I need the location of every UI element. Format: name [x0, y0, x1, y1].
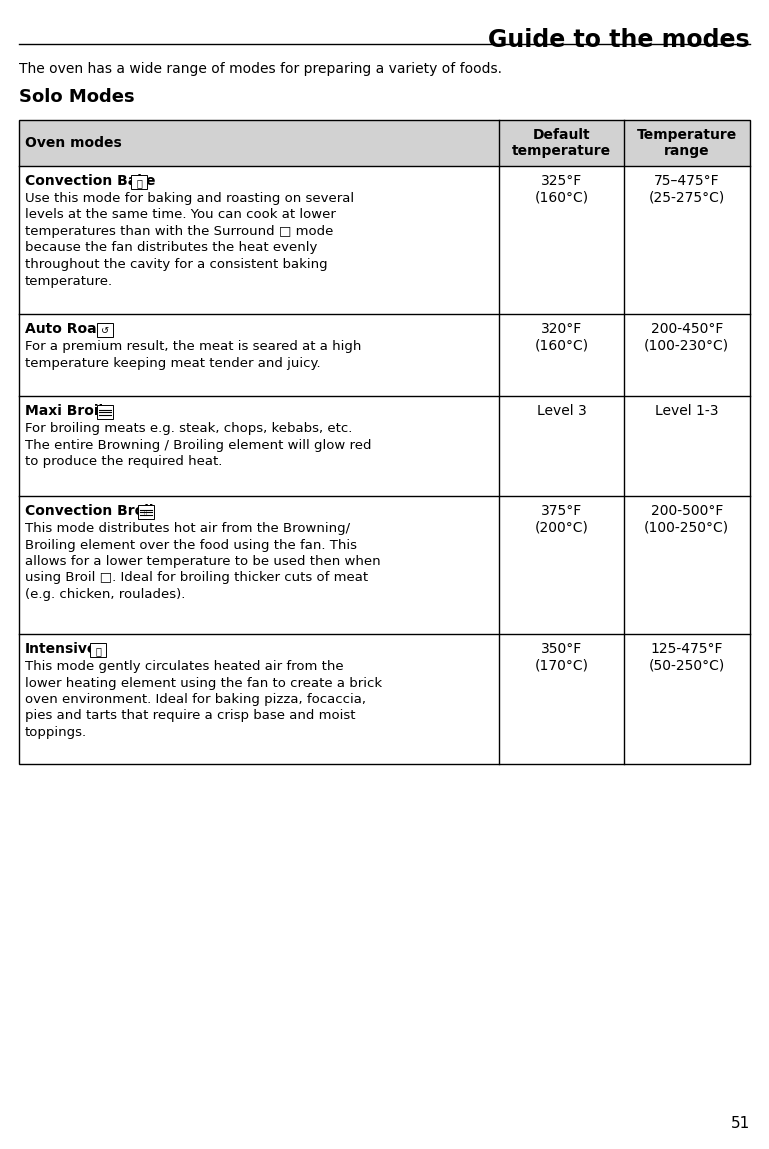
Bar: [19, 396, 750, 496]
Bar: [19, 634, 750, 764]
Text: 320°F
(160°C): 320°F (160°C): [534, 322, 588, 353]
Text: ↺: ↺: [101, 326, 109, 336]
Text: For broiling meats e.g. steak, chops, kebabs, etc.
The entire Browning / Broilin: For broiling meats e.g. steak, chops, ke…: [25, 422, 371, 468]
Bar: [131, 175, 147, 188]
Text: The oven has a wide range of modes for preparing a variety of foods.: The oven has a wide range of modes for p…: [19, 62, 502, 76]
Text: This mode gently circulates heated air from the
lower heating element using the : This mode gently circulates heated air f…: [25, 660, 382, 739]
Text: Convection Broil: Convection Broil: [25, 504, 154, 518]
Text: 375°F
(200°C): 375°F (200°C): [534, 504, 588, 534]
Text: 200-450°F
(100-230°C): 200-450°F (100-230°C): [644, 322, 729, 353]
Text: Use this mode for baking and roasting on several
levels at the same time. You ca: Use this mode for baking and roasting on…: [25, 192, 355, 287]
Bar: [90, 643, 106, 657]
Text: Auto Roast: Auto Roast: [25, 322, 112, 336]
Text: Solo Modes: Solo Modes: [19, 88, 135, 106]
Text: 51: 51: [731, 1116, 750, 1131]
Text: This mode distributes hot air from the Browning/
Broiling element over the food : This mode distributes hot air from the B…: [25, 522, 381, 601]
Text: ⛹: ⛹: [136, 178, 142, 188]
Text: ⛹: ⛹: [144, 510, 148, 516]
Text: Level 3: Level 3: [537, 404, 586, 418]
Text: Maxi Broil: Maxi Broil: [25, 404, 103, 418]
Text: ⛹: ⛹: [95, 646, 102, 656]
Bar: [19, 119, 750, 165]
Text: 75–475°F
(25-275°C): 75–475°F (25-275°C): [648, 173, 725, 205]
Text: Convection Bake: Convection Bake: [25, 173, 155, 188]
Text: Default
temperature: Default temperature: [512, 128, 611, 159]
Bar: [138, 506, 154, 519]
Text: Guide to the modes: Guide to the modes: [488, 28, 750, 52]
Bar: [19, 314, 750, 396]
Text: 325°F
(160°C): 325°F (160°C): [534, 173, 588, 205]
Bar: [19, 165, 750, 314]
Text: Intensive: Intensive: [25, 642, 98, 656]
Text: 350°F
(170°C): 350°F (170°C): [534, 642, 588, 672]
Bar: [97, 323, 113, 337]
Text: 200-500°F
(100-250°C): 200-500°F (100-250°C): [644, 504, 729, 534]
Text: Oven modes: Oven modes: [25, 136, 122, 151]
Bar: [97, 404, 113, 419]
Text: Level 1-3: Level 1-3: [655, 404, 718, 418]
Text: Temperature
range: Temperature range: [637, 128, 737, 159]
Bar: [19, 496, 750, 634]
Text: For a premium result, the meat is seared at a high
temperature keeping meat tend: For a premium result, the meat is seared…: [25, 340, 361, 370]
Bar: [19, 119, 750, 764]
Text: 125-475°F
(50-250°C): 125-475°F (50-250°C): [648, 642, 725, 672]
